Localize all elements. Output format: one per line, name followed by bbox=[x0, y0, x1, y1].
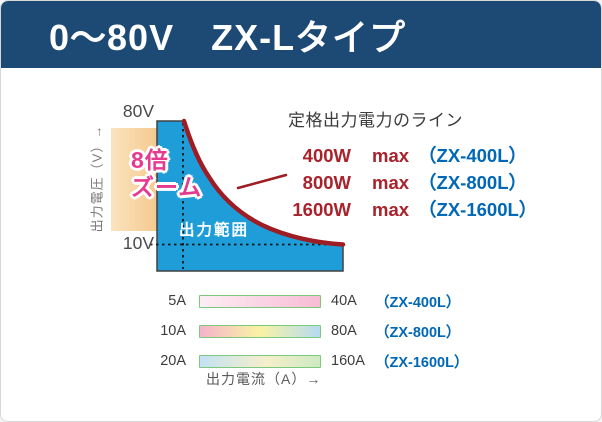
model-label: （ZX-400L） bbox=[375, 294, 461, 311]
current-range-row-zx800l: 10A 80A （ZX-800L） bbox=[96, 323, 461, 341]
model-label: （ZX-800L） bbox=[375, 324, 461, 341]
output-range-label: 出力範囲 bbox=[179, 222, 250, 239]
x-axis-label: 出力電流（A）→ bbox=[206, 371, 322, 387]
min-current-label: 10A bbox=[160, 323, 186, 339]
model-label: （ZX-1600L） bbox=[375, 354, 469, 371]
model-label: （ZX-1600L） bbox=[418, 199, 538, 220]
legend-row-400w: 400W max （ZX-400L） bbox=[283, 142, 527, 166]
watt-label: 400W bbox=[302, 145, 351, 166]
legend-row-800w: 800W max （ZX-800L） bbox=[283, 169, 527, 193]
current-range-row-zx1600l: 20A 160A （ZX-1600L） bbox=[96, 353, 469, 371]
zoom-note-line1: 8倍 bbox=[131, 147, 169, 173]
current-range-row-zx400l: 5A 40A （ZX-400L） bbox=[96, 293, 461, 311]
legend-title: 定格出力電力のライン bbox=[288, 111, 463, 130]
zoom-region-highlight bbox=[111, 128, 157, 231]
y-tick-10v: 10V bbox=[122, 233, 154, 253]
current-range-bar bbox=[199, 324, 321, 338]
max-label: max bbox=[372, 199, 410, 220]
max-current-label: 40A bbox=[331, 293, 357, 309]
zoom-note-line2: ズーム bbox=[131, 174, 203, 200]
max-label: max bbox=[372, 145, 410, 166]
current-range-bar bbox=[199, 294, 321, 308]
page-title: 0～80V ZX-Lタイプ bbox=[49, 16, 407, 58]
header-bar: 0～80V ZX-Lタイプ bbox=[1, 1, 601, 68]
legend-row-1600w: 1600W max （ZX-1600L） bbox=[283, 196, 537, 220]
min-current-label: 5A bbox=[168, 293, 186, 309]
model-label: （ZX-400L） bbox=[418, 145, 527, 166]
zoom-note: 8倍 ズーム bbox=[131, 147, 251, 201]
watt-label: 800W bbox=[302, 172, 351, 193]
watt-label: 1600W bbox=[292, 199, 351, 220]
max-label: max bbox=[372, 172, 410, 193]
current-range-bar bbox=[199, 354, 321, 368]
rated-power-curve bbox=[181, 118, 346, 247]
model-label: （ZX-800L） bbox=[418, 172, 527, 193]
max-current-label: 80A bbox=[331, 323, 357, 339]
y-tick-80v: 80V bbox=[122, 101, 154, 121]
min-current-label: 20A bbox=[160, 353, 186, 369]
y-axis-label: 出力電圧（V）→ bbox=[89, 124, 105, 233]
legend-pointer-line bbox=[236, 173, 288, 190]
max-current-label: 160A bbox=[331, 353, 365, 369]
